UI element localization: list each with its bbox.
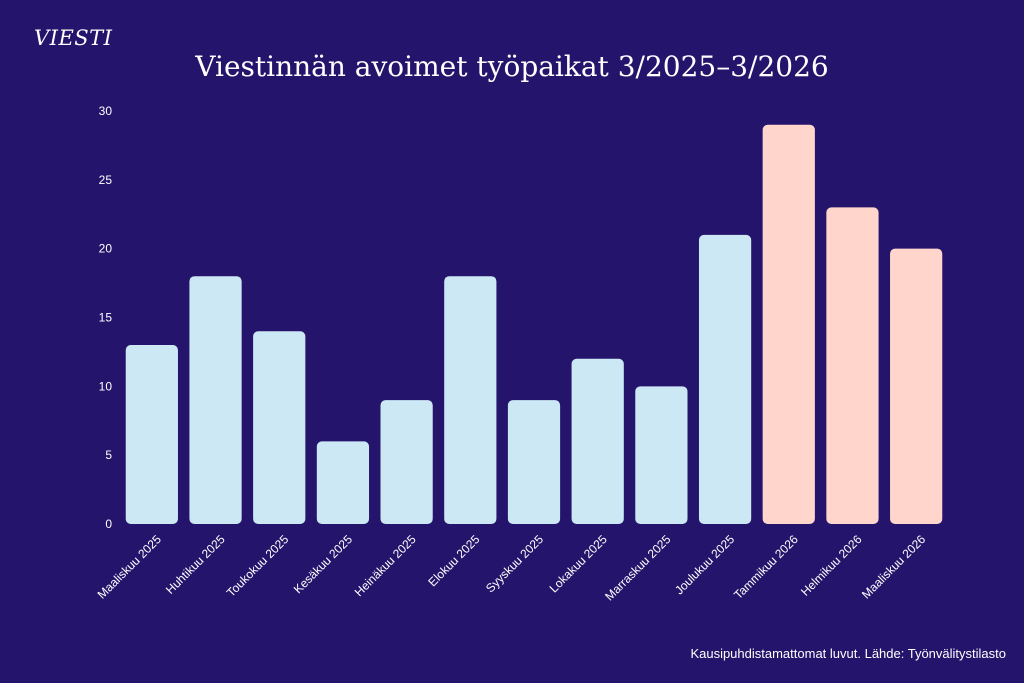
y-tick-label: 20 [99, 242, 113, 256]
bar [189, 276, 242, 524]
y-tick-label: 25 [99, 173, 113, 187]
x-tick-label: Joulukuu 2025 [672, 532, 737, 597]
x-tick-label: Maaliskuu 2026 [859, 532, 929, 602]
bar [380, 400, 433, 524]
x-tick-label: Syyskuu 2025 [483, 532, 546, 595]
y-axis: 0 5 10 15 20 25 30 [99, 104, 113, 531]
bar [571, 358, 624, 524]
bar [253, 331, 306, 524]
source-note: Kausipuhdistamattomat luvut. Lähde: Työn… [690, 646, 1006, 661]
y-tick-label: 15 [99, 311, 113, 325]
bar [890, 248, 943, 524]
bar [125, 345, 178, 524]
x-tick-label: Toukokuu 2025 [224, 532, 292, 600]
bar [635, 386, 688, 524]
bars [125, 124, 943, 525]
y-tick-label: 0 [105, 517, 112, 531]
bar [762, 124, 815, 525]
x-tick-label: Huhtikuu 2025 [163, 532, 228, 597]
y-tick-label: 5 [105, 448, 112, 462]
x-tick-label: Maaliskuu 2025 [95, 532, 165, 602]
x-tick-label: Helmikuu 2026 [798, 532, 865, 599]
bar [507, 400, 561, 524]
x-tick-label: Elokuu 2025 [425, 532, 482, 589]
y-tick-label: 30 [99, 104, 113, 118]
x-tick-label: Lokakuu 2025 [547, 532, 610, 595]
x-tick-label: Marraskuu 2025 [602, 532, 673, 603]
brand-logo: VIESTI [34, 26, 113, 50]
chart-title: Viestinnän avoimet työpaikat 3/2025–3/20… [195, 50, 829, 83]
x-tick-label: Kesäkuu 2025 [291, 532, 355, 596]
bar [826, 207, 879, 524]
bar [444, 276, 497, 524]
y-tick-label: 10 [99, 379, 113, 393]
bar [316, 441, 370, 524]
x-tick-label: Tammikuu 2026 [731, 532, 801, 602]
x-tick-label: Heinäkuu 2025 [352, 532, 419, 599]
bar [698, 234, 752, 524]
